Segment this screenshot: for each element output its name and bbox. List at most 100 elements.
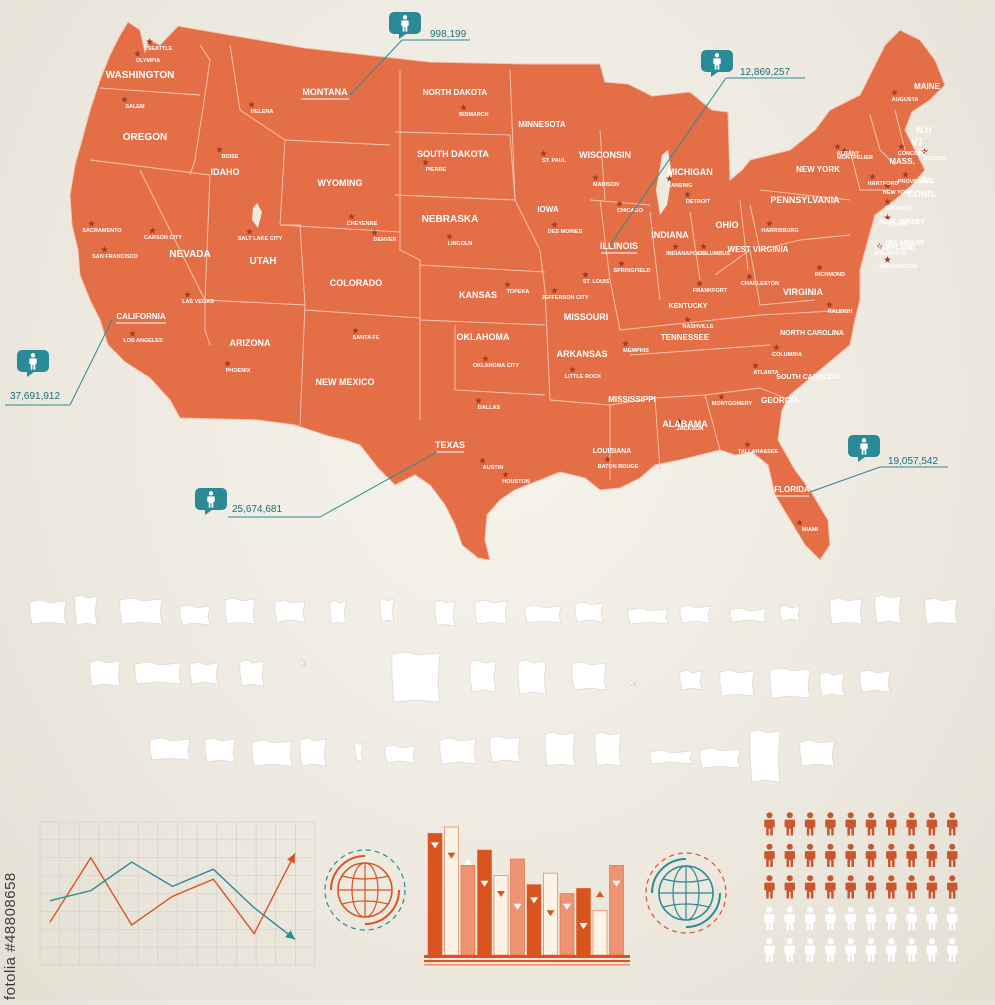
person-icon bbox=[764, 906, 775, 930]
city-label: SALT LAKE CITY bbox=[238, 236, 283, 242]
person-icon bbox=[784, 938, 796, 962]
state-silhouette bbox=[391, 651, 441, 703]
line-chart bbox=[39, 821, 316, 966]
person-icon bbox=[865, 812, 877, 836]
person-icon bbox=[906, 938, 917, 962]
bar bbox=[460, 865, 476, 956]
person-icon bbox=[926, 938, 938, 962]
bar bbox=[526, 884, 542, 956]
city-label: BOSTON bbox=[923, 156, 946, 162]
person-icon bbox=[804, 843, 816, 867]
state-silhouette bbox=[329, 599, 347, 625]
city-label: CHICAGO bbox=[617, 208, 644, 214]
state-label: MISSISSIPPI bbox=[608, 395, 656, 404]
person-icon bbox=[886, 906, 897, 930]
person-icon bbox=[764, 843, 775, 867]
line-chart-grid bbox=[39, 821, 316, 966]
line-arrowhead bbox=[285, 930, 295, 940]
city-label: BISMARCK bbox=[459, 112, 489, 118]
person-icon bbox=[825, 906, 836, 930]
person-icon bbox=[926, 812, 938, 836]
state-label: CONN. bbox=[908, 189, 937, 199]
bar bbox=[609, 865, 624, 956]
state-label: VIRGINIA bbox=[783, 287, 824, 297]
city-label: ST. LOUIS bbox=[583, 279, 610, 285]
state-silhouette bbox=[119, 597, 163, 625]
state-label: KANSAS bbox=[459, 290, 497, 300]
state-silhouette bbox=[469, 659, 497, 693]
callout-florida-value: 19,057,542 bbox=[888, 456, 938, 467]
state-silhouette bbox=[627, 607, 669, 625]
callout-illinois-value: 12,869,257 bbox=[740, 67, 790, 78]
state-silhouette bbox=[384, 744, 416, 764]
state-label: FLORIDA bbox=[774, 485, 810, 494]
callout-illinois: 12,869,257 bbox=[609, 50, 805, 246]
city-label: PROVIDENCE bbox=[898, 179, 935, 185]
person-icon bbox=[906, 812, 917, 836]
person-icon bbox=[825, 843, 836, 867]
city-labels: SEATTLE OLYMPIA SALEM BOISE HELENA BISMARCK PI… bbox=[82, 46, 946, 533]
city-label: ALBANY bbox=[837, 151, 860, 157]
callout-texas-value: 25,674,681 bbox=[232, 504, 282, 515]
bar bbox=[493, 875, 509, 956]
person-icon bbox=[804, 812, 816, 836]
state-silhouette bbox=[679, 604, 711, 624]
city-label: DES MOINES bbox=[548, 229, 583, 235]
person-icon bbox=[825, 812, 836, 836]
person-icon bbox=[784, 843, 796, 867]
callout-florida: 19,057,542 bbox=[809, 435, 948, 493]
capital-star-icon bbox=[884, 256, 891, 263]
state-label: VT. bbox=[911, 137, 924, 147]
city-label: HOUSTON bbox=[502, 479, 529, 485]
state-silhouette bbox=[74, 594, 98, 626]
city-label: PIERRE bbox=[426, 167, 447, 173]
state-silhouette bbox=[799, 739, 835, 767]
person-icon bbox=[906, 875, 917, 899]
city-label: SANTA FE bbox=[353, 335, 380, 341]
city-label: HELENA bbox=[251, 109, 274, 115]
person-icon bbox=[784, 875, 796, 899]
city-label: SPRINGFIELD bbox=[614, 268, 651, 274]
state-label: COLORADO bbox=[330, 278, 383, 288]
watermark: fotolia #48808658 bbox=[2, 872, 19, 1000]
bar bbox=[559, 893, 575, 956]
people-pictograph bbox=[764, 812, 958, 962]
state-label: UTAH bbox=[249, 256, 276, 267]
line-chart-series bbox=[49, 853, 296, 940]
state-label: ALABAMA bbox=[662, 419, 708, 429]
state-silhouette bbox=[354, 741, 364, 763]
city-label: RALEIGH bbox=[828, 309, 853, 315]
city-label: HARTFORD bbox=[868, 181, 899, 187]
person-icon bbox=[946, 843, 958, 867]
city-label: OKLAHOMA CITY bbox=[473, 363, 520, 369]
city-label: COLUMBIA bbox=[772, 352, 802, 358]
city-label: TOPEKA bbox=[507, 289, 530, 295]
state-label: SOUTH DAKOTA bbox=[417, 149, 489, 159]
state-silhouette bbox=[649, 749, 693, 765]
line-arrowhead bbox=[287, 853, 295, 864]
city-label: ST. PAUL bbox=[542, 158, 567, 164]
city-label: DENVER bbox=[374, 237, 397, 243]
state-silhouette bbox=[89, 659, 121, 687]
city-label: INDIANAPOLIS bbox=[666, 251, 706, 257]
bar-chart bbox=[424, 826, 630, 966]
city-label: CHARLESTON bbox=[741, 281, 779, 287]
map-mainland bbox=[69, 21, 946, 561]
state-label: INDIANA bbox=[651, 230, 689, 240]
state-label: NEVADA bbox=[169, 249, 210, 260]
city-label: DETROIT bbox=[686, 199, 711, 205]
state-silhouette bbox=[299, 737, 327, 767]
callout-montana: 998,199 bbox=[349, 12, 470, 96]
state-silhouette bbox=[679, 669, 703, 691]
state-label: ARIZONA bbox=[230, 338, 271, 348]
line-series-1 bbox=[49, 861, 296, 940]
state-silhouette bbox=[224, 597, 256, 625]
state-borders bbox=[89, 44, 906, 480]
state-silhouette bbox=[819, 671, 845, 697]
state-label: MICHIGAN bbox=[667, 167, 713, 177]
state-silhouette bbox=[924, 597, 958, 625]
city-label: TRENTON bbox=[885, 206, 912, 212]
state-silhouette bbox=[299, 659, 307, 667]
callout-california-value: 37,691,912 bbox=[10, 391, 60, 402]
state-silhouette bbox=[571, 661, 607, 691]
